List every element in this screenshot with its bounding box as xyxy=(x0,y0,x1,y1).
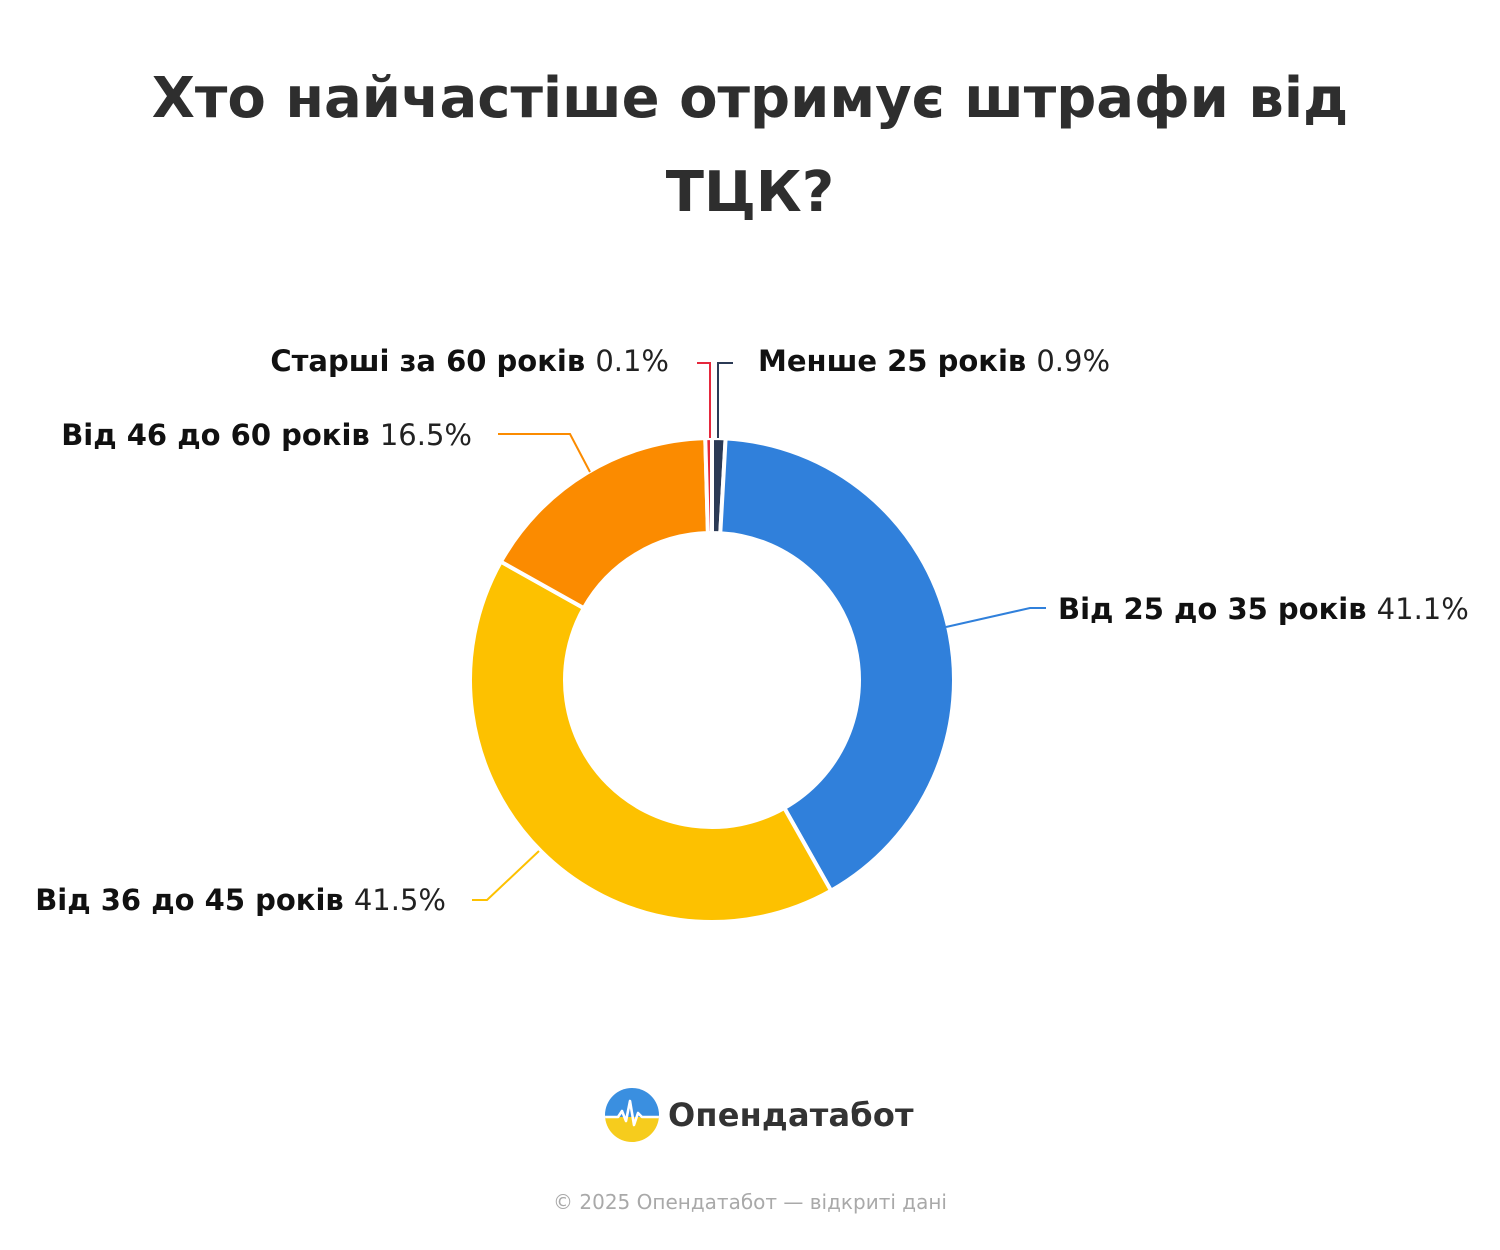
data-label-name: Старші за 60 років xyxy=(270,344,595,378)
leader-line-менше-25-років xyxy=(717,362,733,438)
slice-старші-за-60-років[interactable] xyxy=(703,436,714,536)
slice-від-25-до-35-років[interactable] xyxy=(718,436,956,893)
data-label-name: Від 36 до 45 років xyxy=(35,883,354,917)
data-label-value: 16.5% xyxy=(380,418,472,452)
data-label-name: Від 46 до 60 років xyxy=(61,418,380,452)
leader-line-від-25-до-35-років xyxy=(945,607,1046,628)
brand-name: Опендатабот xyxy=(668,1096,914,1134)
chart-title: Хто найчастіше отримує штрафи від ТЦК? xyxy=(151,66,1349,225)
data-label-value: 0.9% xyxy=(1036,344,1110,378)
data-label-value: 41.5% xyxy=(354,883,446,917)
data-label-від-25-до-35-років: Від 25 до 35 років 41.1% xyxy=(1058,592,1469,626)
leader-line-від-36-до-45-років xyxy=(472,850,540,901)
sun-wave-logo-icon xyxy=(605,1088,659,1142)
slice-від-36-до-45-років[interactable] xyxy=(468,559,834,924)
data-label-name: Від 25 до 35 років xyxy=(1058,592,1377,626)
data-label-value: 0.1% xyxy=(595,344,669,378)
data-label-старші-за-60-років: Старші за 60 років 0.1% xyxy=(270,344,669,378)
leader-line-старші-за-60-років xyxy=(697,362,711,438)
data-label-value: 41.1% xyxy=(1377,592,1469,626)
data-label-name: Менше 25 років xyxy=(758,344,1036,378)
footer-copyright: © 2025 Опендатабот — відкриті дані xyxy=(553,1190,947,1214)
leader-line-від-46-до-60-років xyxy=(498,433,591,473)
data-label-від-36-до-45-років: Від 36 до 45 років 41.5% xyxy=(35,883,446,917)
data-label-від-46-до-60-років: Від 46 до 60 років 16.5% xyxy=(61,418,472,452)
data-label-менше-25-років: Менше 25 років 0.9% xyxy=(758,344,1110,378)
brand-logo: Опендатабот xyxy=(604,1086,914,1144)
